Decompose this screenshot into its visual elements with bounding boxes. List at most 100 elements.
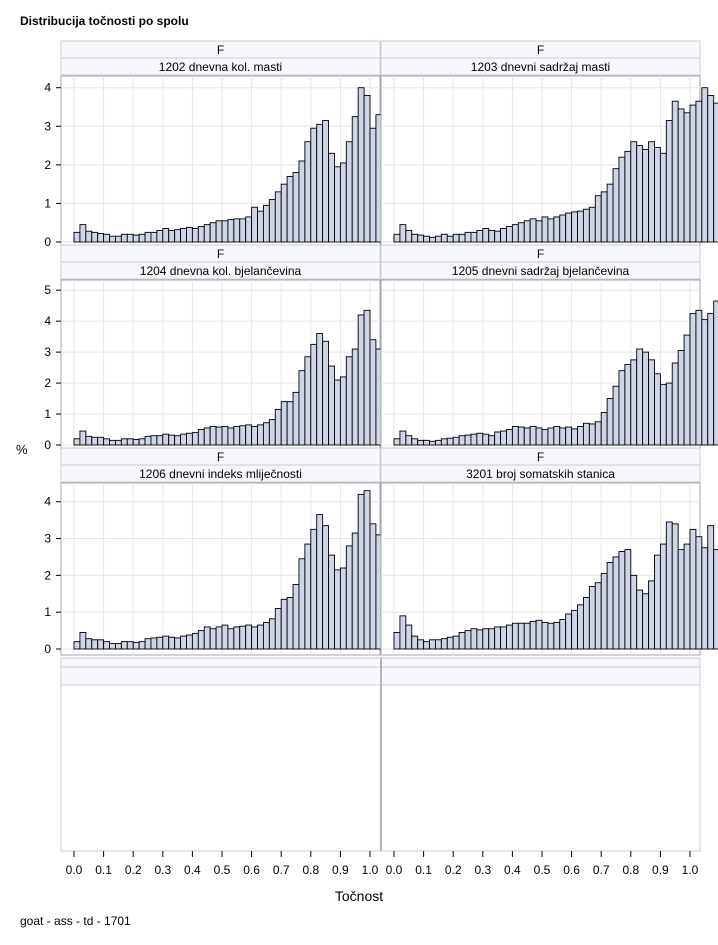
histogram-bar	[91, 231, 99, 243]
histogram-bar	[559, 214, 567, 243]
histogram-bar	[523, 427, 531, 446]
histogram-bar	[180, 635, 187, 650]
histogram-bar	[434, 439, 442, 446]
histogram-bar	[417, 639, 425, 650]
histogram-bar	[671, 100, 679, 243]
histogram-bar	[268, 419, 276, 446]
histogram-bar	[588, 585, 596, 650]
histogram-bar	[577, 425, 584, 446]
histogram-bar	[606, 398, 614, 446]
histogram-bar	[132, 438, 140, 446]
histogram-bar	[689, 312, 697, 446]
histogram-bar	[221, 220, 229, 243]
histogram-bar	[191, 432, 199, 446]
histogram-bar	[665, 521, 673, 650]
histogram-bar	[298, 370, 306, 446]
histogram-bar	[292, 172, 300, 243]
histogram-bar	[339, 162, 347, 243]
footnote: goat - ass - td - 1701	[20, 914, 131, 928]
x-tick-label: 1.0	[682, 863, 699, 877]
histogram-bar	[429, 639, 436, 650]
histogram-bar	[369, 523, 377, 650]
histogram-bar	[251, 425, 258, 446]
histogram-bar	[458, 435, 466, 446]
histogram-bar	[423, 641, 430, 650]
histogram-bar	[654, 554, 661, 650]
group-label: F	[537, 450, 544, 464]
histogram-bar	[665, 382, 673, 446]
histogram-bar	[671, 523, 679, 650]
histogram-bar	[316, 514, 324, 650]
histogram-bar	[446, 437, 454, 446]
histogram-bar	[221, 624, 229, 650]
histogram-bar	[482, 628, 490, 650]
histogram-bar	[417, 234, 425, 243]
histogram-bar	[559, 427, 567, 446]
histogram-bar	[577, 210, 584, 243]
histogram-bar	[529, 425, 537, 446]
histogram-bar	[286, 401, 294, 446]
histogram-bar	[434, 639, 442, 650]
variable-label: 1202 dnevna kol. masti	[159, 60, 282, 74]
histogram-bar	[79, 224, 87, 243]
histogram-bar	[203, 626, 211, 650]
histogram-bar	[310, 528, 318, 650]
histogram-bar	[274, 191, 282, 243]
histogram-bar	[91, 639, 99, 650]
variable-strip	[60, 261, 381, 280]
histogram-bar	[683, 543, 691, 650]
histogram-bar	[186, 634, 193, 650]
y-tick-label: 2	[44, 568, 51, 582]
y-tick-label: 0	[44, 235, 51, 249]
histogram-bar	[464, 231, 472, 243]
histogram-bar	[405, 435, 413, 446]
histogram-bar	[399, 430, 407, 446]
variable-label: 3201 broj somatskih stanica	[466, 467, 615, 481]
histogram-bar	[612, 556, 620, 650]
histogram-bar	[440, 638, 448, 650]
variable-strip	[60, 464, 381, 483]
histogram-bar	[517, 222, 525, 243]
histogram-bar	[707, 94, 715, 243]
histogram-bar	[363, 94, 371, 243]
histogram-bar	[180, 228, 187, 243]
histogram-bar	[328, 152, 335, 243]
histogram-bar	[150, 637, 158, 650]
histogram-bar	[494, 626, 502, 650]
histogram-bar	[488, 435, 496, 446]
histogram-bar	[120, 641, 128, 650]
x-tick-label: 0.9	[652, 863, 669, 877]
histogram-bar	[612, 385, 620, 446]
histogram-bar	[393, 438, 401, 446]
histogram-bar	[322, 340, 330, 446]
histogram-bar	[286, 597, 294, 650]
y-tick-label: 1	[44, 196, 51, 210]
histogram-bar	[363, 309, 371, 446]
histogram-bar	[339, 567, 347, 650]
histogram-bar	[209, 628, 217, 650]
group-label: F	[537, 43, 544, 57]
histogram-bar	[345, 141, 353, 243]
histogram-bar	[239, 425, 247, 446]
x-tick-label: 0.9	[332, 863, 349, 877]
variable-strip	[380, 464, 701, 483]
histogram-bar	[405, 624, 413, 650]
variable-strip	[380, 261, 701, 280]
y-tick-label: 0	[44, 642, 51, 656]
histogram-bar	[659, 152, 667, 243]
x-tick-label: 0.7	[593, 863, 610, 877]
histogram-bar	[476, 229, 484, 243]
histogram-bar	[168, 434, 176, 446]
histogram-bar	[659, 543, 667, 650]
histogram-bar	[612, 168, 620, 243]
histogram-bar	[209, 425, 217, 446]
histogram-bar	[523, 622, 531, 650]
histogram-bar	[85, 435, 93, 446]
histogram-bar	[411, 438, 419, 446]
histogram-bar	[523, 220, 531, 243]
histogram-bar	[203, 224, 211, 243]
histogram-bar	[571, 609, 578, 650]
y-tick-label: 3	[44, 532, 51, 546]
histogram-bar	[304, 141, 312, 243]
